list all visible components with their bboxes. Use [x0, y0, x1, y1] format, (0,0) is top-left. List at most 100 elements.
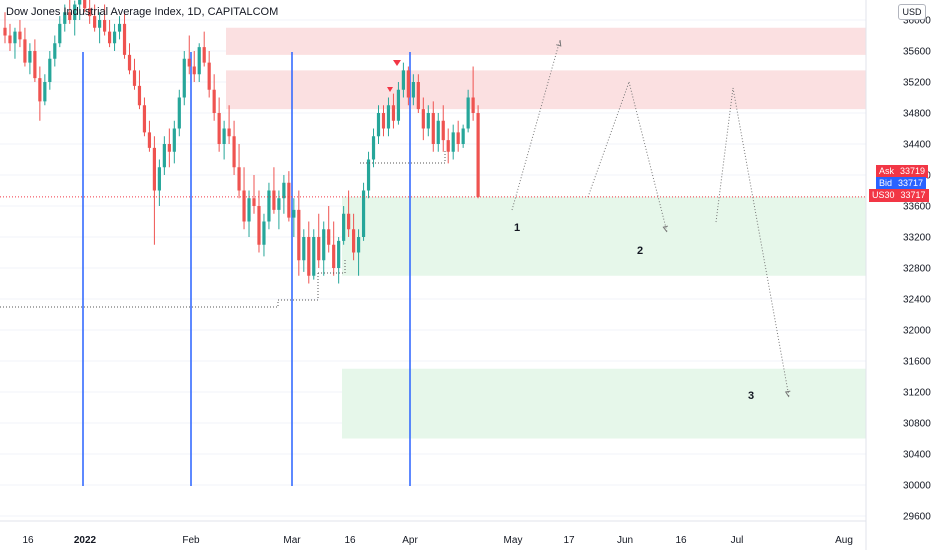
- candle-body: [18, 31, 22, 40]
- time-tick-label[interactable]: Aug: [835, 535, 853, 546]
- candle-body: [88, 8, 92, 17]
- time-tick-label[interactable]: Apr: [402, 535, 418, 546]
- demand-zone: [342, 196, 866, 276]
- time-tick-label[interactable]: 16: [22, 535, 34, 546]
- candle-body: [466, 97, 470, 129]
- last-price-tag: US30 33717: [869, 189, 929, 202]
- candle-body: [177, 97, 181, 129]
- price-tick-label[interactable]: 32800: [903, 264, 931, 275]
- time-tick-label[interactable]: Feb: [182, 535, 200, 546]
- candle-body: [117, 23, 122, 32]
- candle-body: [421, 109, 425, 129]
- projection-arrowhead: [556, 39, 562, 47]
- candle-body: [68, 12, 72, 20]
- time-tick-label[interactable]: Jun: [617, 535, 633, 546]
- price-tick-label[interactable]: 32000: [903, 326, 931, 337]
- price-tick-label[interactable]: 30400: [903, 450, 931, 461]
- candle-body: [471, 97, 475, 113]
- candle-body: [302, 237, 306, 261]
- swing-low-line: [318, 260, 346, 274]
- price-tick-label[interactable]: 31200: [903, 388, 931, 399]
- time-tick-label[interactable]: May: [504, 535, 523, 546]
- time-axis[interactable]: 16 2022 Feb Mar 16 Apr May 17 Jun 16 Jul Aug: [22, 535, 852, 546]
- price-tick-label[interactable]: 35200: [903, 78, 931, 89]
- price-tick-label[interactable]: 33600: [903, 202, 931, 213]
- annotation-1: 1: [514, 222, 520, 234]
- projection-paths: [511, 39, 791, 398]
- candle-body: [322, 229, 326, 261]
- vertical-markers: [82, 52, 411, 486]
- last-label: US30: [872, 190, 895, 200]
- time-tick-label[interactable]: 16: [344, 535, 356, 546]
- candle-body: [172, 128, 176, 152]
- price-tick-label[interactable]: 36000: [903, 16, 931, 27]
- candle-body: [182, 58, 186, 98]
- candle-body: [406, 70, 410, 98]
- price-tick-label[interactable]: 34800: [903, 109, 931, 120]
- candle-body: [317, 237, 321, 261]
- candle-body: [327, 229, 331, 245]
- candle-body: [93, 16, 97, 28]
- candle-body: [436, 120, 440, 144]
- candle-body: [212, 89, 216, 113]
- candle-body: [43, 82, 47, 102]
- candle-body: [451, 132, 455, 152]
- candle-body: [13, 31, 17, 44]
- candle-body: [58, 23, 62, 44]
- candle-body: [456, 132, 460, 144]
- candle-body: [63, 12, 67, 24]
- price-tick-label[interactable]: 35600: [903, 47, 931, 58]
- candle-body: [292, 209, 296, 218]
- candle-body: [272, 190, 276, 210]
- candle-body: [197, 47, 201, 75]
- candle-body: [73, 4, 77, 20]
- candle-body: [122, 23, 127, 55]
- time-tick-label[interactable]: Mar: [283, 535, 301, 546]
- candle-body: [287, 182, 291, 218]
- price-axis[interactable]: 3600035600352003480034400340003360033200…: [903, 16, 931, 523]
- candle-body: [53, 43, 57, 59]
- price-tick-label[interactable]: 33200: [903, 233, 931, 244]
- price-tick-label[interactable]: 32400: [903, 295, 931, 306]
- candle-body: [3, 27, 7, 36]
- candle-body: [352, 229, 356, 253]
- swing-low-line: [0, 272, 319, 308]
- price-tick-label[interactable]: 29600: [903, 512, 931, 523]
- candle-body: [157, 167, 161, 191]
- candle-body: [426, 113, 430, 129]
- ask-price-tag: Ask 33719: [876, 165, 929, 178]
- candle-body: [217, 113, 221, 144]
- candle-body: [411, 82, 415, 98]
- candle-body: [107, 31, 112, 44]
- candle-body: [262, 221, 266, 245]
- candle-body: [38, 78, 42, 102]
- candle-body: [257, 206, 261, 245]
- candle-body: [391, 105, 396, 121]
- price-tick-label[interactable]: 34400: [903, 140, 931, 151]
- time-tick-label[interactable]: 2022: [74, 535, 97, 546]
- candle-body: [252, 198, 256, 206]
- candle-body: [441, 120, 445, 141]
- candle-body: [8, 35, 12, 44]
- time-tick-label[interactable]: 16: [675, 535, 687, 546]
- candle-body: [366, 159, 371, 191]
- price-tick-label[interactable]: 30000: [903, 481, 931, 492]
- candle-body: [222, 128, 226, 144]
- ask-label: Ask: [879, 166, 895, 176]
- currency-button[interactable]: USD: [898, 4, 926, 20]
- candle-body: [356, 237, 361, 253]
- candle-body: [347, 213, 351, 230]
- candle-body: [431, 113, 435, 144]
- price-zones: [226, 27, 866, 439]
- candle-body: [416, 82, 420, 110]
- bid-price-tag: Bid 33717: [876, 177, 927, 190]
- time-tick-label[interactable]: 17: [563, 535, 575, 546]
- chart-drawings: [0, 60, 866, 308]
- candle-body: [132, 70, 137, 86]
- price-tick-label[interactable]: 30800: [903, 419, 931, 430]
- candle-body: [202, 47, 206, 63]
- price-tick-label[interactable]: 31600: [903, 357, 931, 368]
- time-tick-label[interactable]: Jul: [731, 535, 744, 546]
